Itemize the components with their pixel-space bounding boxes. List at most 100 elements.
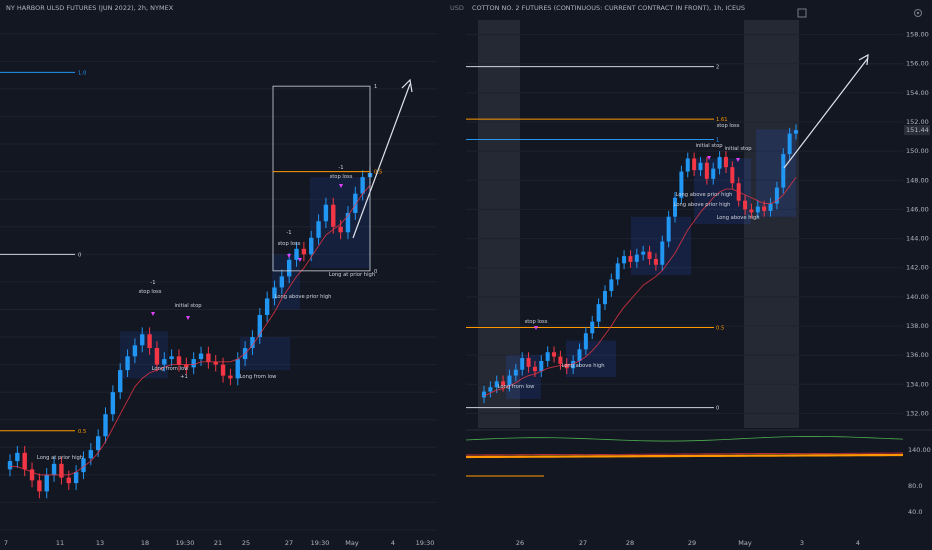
moving-average-line [483, 177, 797, 397]
fib-level-label: 1 [716, 137, 719, 143]
x-axis-tick-label: 27 [285, 539, 293, 547]
chart-annotation: stop loss [278, 241, 301, 247]
candle-body [29, 469, 35, 481]
stop-marker-icon [287, 254, 291, 258]
y-axis-tick-label: 136.00 [906, 351, 929, 359]
expand-icon[interactable] [796, 4, 808, 18]
chart-annotation: Long at prior high [37, 455, 83, 461]
last-price-label: 151.44 [906, 126, 929, 134]
x-axis-tick-label: 26 [516, 539, 524, 547]
chart-annotation: Long above high [561, 363, 604, 369]
candle-body [507, 375, 512, 386]
y-axis-tick-label: 158.00 [906, 31, 929, 39]
candle-body [184, 364, 189, 368]
candle-body [679, 171, 684, 198]
candle-body [583, 333, 588, 350]
candle-body [37, 480, 42, 492]
candle-body [755, 206, 760, 213]
y-axis-tick-label: 146.00 [906, 205, 929, 213]
candle-body [673, 197, 678, 217]
candle-body [198, 353, 204, 360]
session-shade [744, 20, 799, 428]
candle-body [110, 392, 116, 415]
candle-body [577, 349, 582, 361]
candle-body [634, 254, 639, 262]
candle-body [692, 158, 697, 171]
candle-body [660, 241, 665, 265]
fib-level-label: 0 [78, 252, 81, 258]
candle-body [59, 463, 64, 478]
candle-body [309, 237, 314, 255]
chart-annotation: stop loss [330, 174, 353, 180]
last-price-badge [904, 125, 930, 136]
candle-body [257, 314, 262, 338]
candle-body [730, 167, 735, 184]
chart-annotation: -1 [338, 165, 343, 171]
candle-body [488, 387, 493, 392]
candle-body [235, 359, 240, 379]
fib-level-label: 2 [716, 65, 719, 71]
candle-body [353, 193, 358, 213]
x-axis-tick-label: 19:30 [416, 539, 435, 547]
candle-body [723, 156, 728, 168]
fib-level-label: 0.5 [78, 429, 86, 435]
candle-body [176, 356, 182, 365]
candle-body [774, 187, 779, 204]
indicator-axis-tick-label: 40.0 [908, 508, 922, 516]
chart-annotation: stop loss [525, 319, 548, 325]
candle-body [698, 162, 703, 171]
right-chart-title: COTTON NO. 2 FUTURES (CONTINUOUS: CURREN… [472, 4, 745, 12]
candle-body [140, 334, 145, 346]
candle-body [154, 348, 160, 365]
fib-level-label: 0 [716, 406, 719, 412]
cotton-chart-canvas[interactable]: 2 1.61 1 0.5 0 stop loss Long from low Long abo… [466, 0, 932, 550]
candle-body [717, 156, 722, 169]
chart-annotation: -1 [150, 280, 155, 286]
trade-zone [272, 254, 300, 310]
forecast-arrow [352, 83, 411, 239]
chart-annotation: initial stop [724, 146, 752, 152]
x-axis-tick-label: 4 [391, 539, 395, 547]
left-chart-pane[interactable]: 1.0 0 0.5 1 0.5 0 -1 stop loss initial stop Long … [0, 0, 437, 550]
chart-annotation: Long at prior high [329, 272, 375, 278]
candle-body [294, 248, 299, 260]
y-axis-tick-label: 132.00 [906, 409, 929, 417]
x-axis-tick-label: 28 [626, 539, 634, 547]
candle-body [169, 356, 174, 360]
y-axis-tick-label: 138.00 [906, 322, 929, 330]
candle-body [596, 304, 601, 322]
candle-body [88, 450, 94, 459]
candle-body [482, 391, 486, 398]
candle-body [66, 477, 71, 484]
candle-body [132, 345, 138, 357]
candle-body [615, 263, 620, 280]
indicator-line-green [466, 436, 904, 442]
candle-body [286, 259, 292, 277]
x-axis-tick-label: 3 [800, 539, 804, 547]
y-axis-tick-label: 156.00 [906, 60, 929, 68]
candle-body [162, 359, 167, 365]
candle-body [331, 204, 336, 227]
candle-body [787, 133, 792, 155]
candle-body [794, 130, 798, 134]
candle-body [781, 154, 786, 188]
y-axis-tick-label: 148.00 [906, 176, 929, 184]
trade-zone [694, 158, 751, 224]
right-chart-pane[interactable]: 2 1.61 1 0.5 0 stop loss Long from low Long abo… [466, 0, 932, 550]
candle-body [552, 352, 557, 357]
candle-body [590, 321, 595, 334]
settings-icon[interactable] [912, 4, 924, 17]
x-axis-tick-label: 25 [242, 539, 250, 547]
session-shade [478, 20, 520, 428]
candle-body [7, 461, 13, 470]
indicator-line-red [466, 452, 904, 456]
stop-marker-icon [534, 326, 538, 330]
ulsd-chart-canvas[interactable]: 1.0 0 0.5 1 0.5 0 -1 stop loss initial stop Long … [0, 0, 437, 550]
x-axis-tick-label: 18 [141, 539, 149, 547]
y-axis-tick-label: 144.00 [906, 235, 929, 243]
chart-annotation: initial stop [174, 303, 202, 309]
chart-annotation: +1 [180, 374, 188, 380]
candle-body [513, 369, 518, 376]
chart-annotation: Long above high [716, 215, 759, 221]
x-axis-tick-label: 27 [579, 539, 587, 547]
